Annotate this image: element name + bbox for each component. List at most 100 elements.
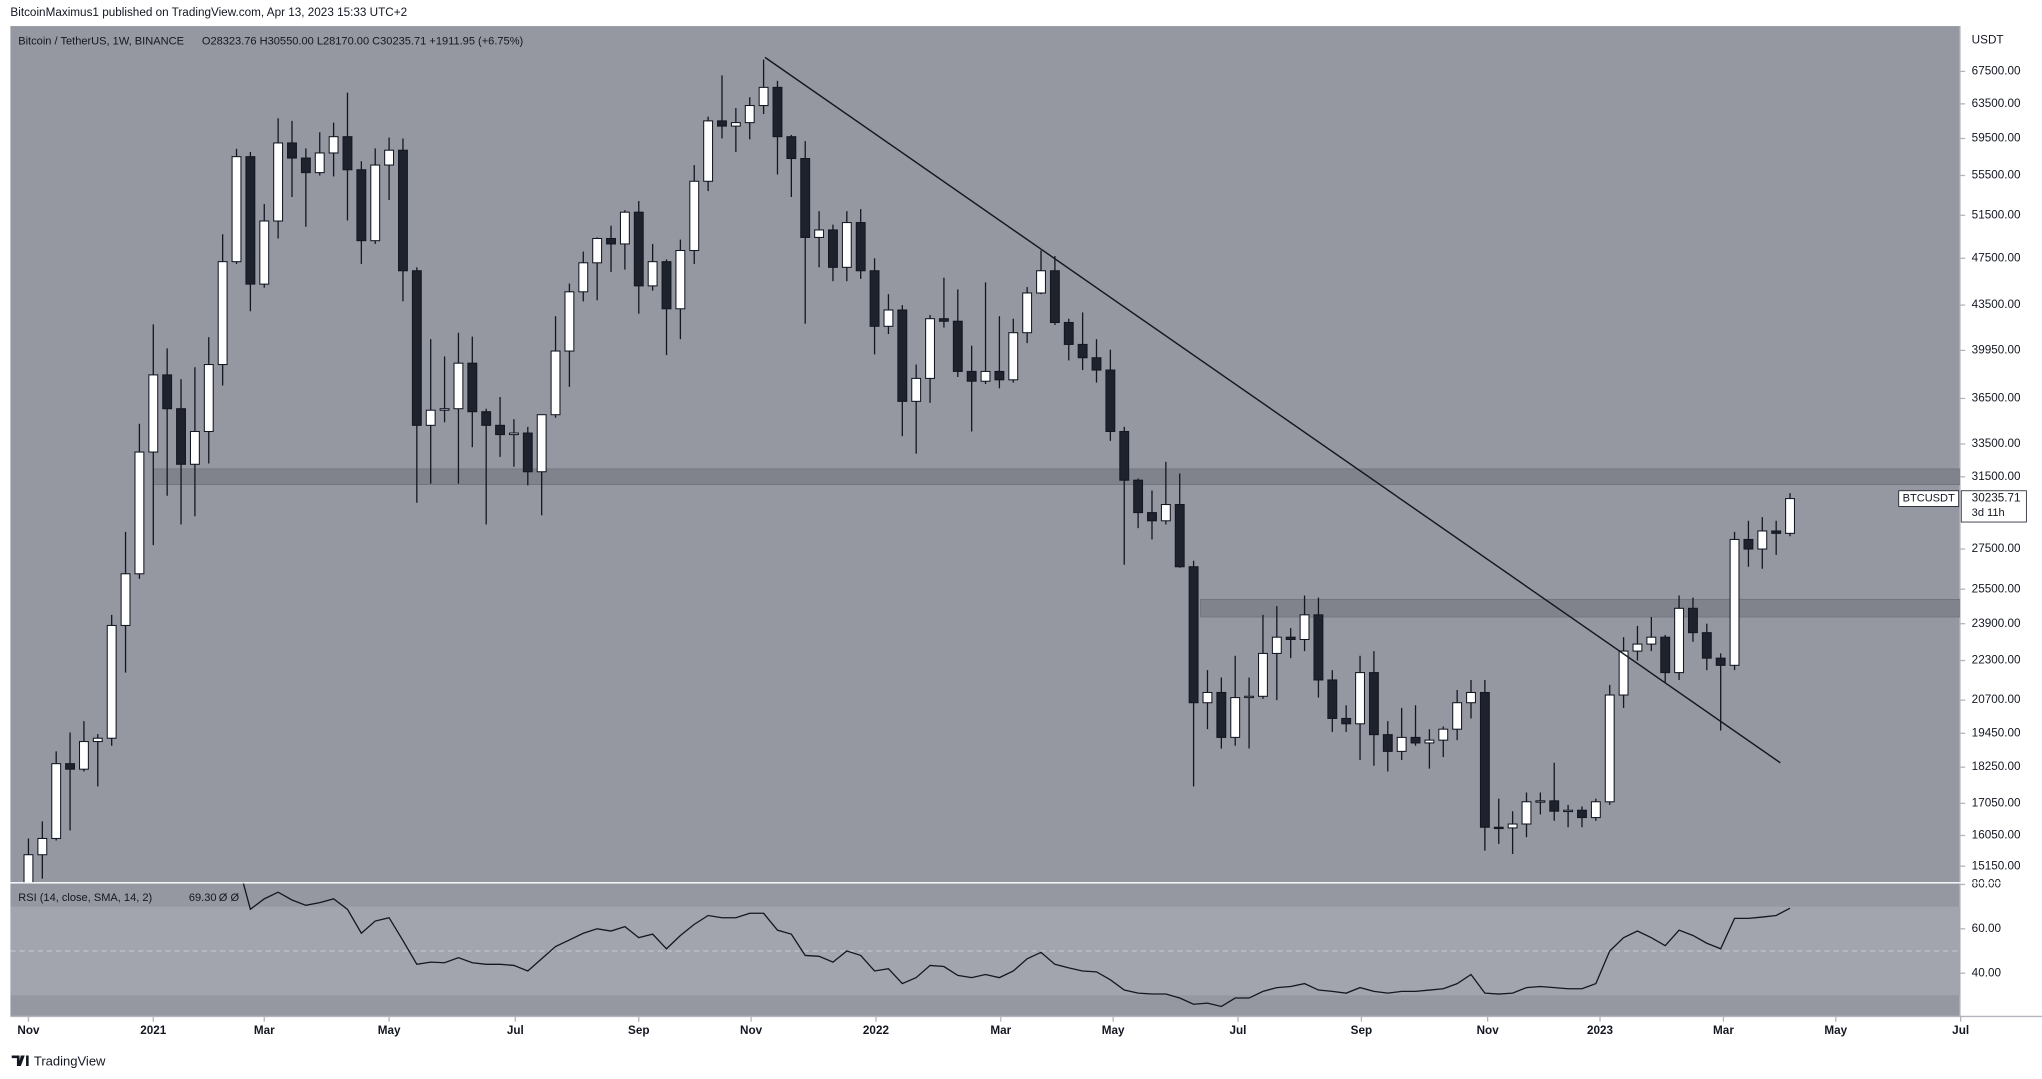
y-tick-label: 67500.00: [1972, 64, 2021, 77]
candle-body: [1660, 636, 1671, 674]
candle-body: [536, 414, 547, 473]
candle-body: [495, 424, 506, 436]
candle-body: [938, 318, 949, 322]
candle-body: [869, 270, 880, 327]
candle-body: [1147, 512, 1157, 522]
candle-body: [1105, 369, 1116, 433]
y-tick-label: 20700.00: [1972, 693, 2021, 706]
candle-body: [467, 362, 478, 413]
candle-body: [425, 409, 436, 426]
candle-body: [1174, 504, 1185, 568]
footer-brand: TradingView: [34, 1053, 106, 1068]
candle-body: [273, 142, 284, 222]
candle-body: [772, 86, 783, 138]
price-label: 30235.71: [1972, 492, 2021, 505]
x-tick-label: May: [1824, 1024, 1847, 1037]
rsi-plot: [10, 882, 1960, 1008]
x-tick-label: 2021: [140, 1024, 167, 1037]
candle-body: [1632, 643, 1643, 652]
candle-body: [786, 136, 797, 160]
candle-body: [231, 156, 242, 263]
x-tick-label: Nov: [740, 1024, 763, 1037]
candle-body: [203, 364, 214, 433]
x-tick-label: May: [378, 1024, 401, 1037]
candle-body: [1452, 702, 1463, 730]
candle-body: [855, 222, 866, 272]
x-tick-label: Nov: [1477, 1024, 1500, 1037]
symbol-label: BTCUSDT: [1903, 493, 1955, 505]
candle-body: [1396, 736, 1407, 752]
candle-body: [106, 624, 117, 739]
footer-logo: [11, 1055, 29, 1066]
candle-body: [1771, 530, 1782, 534]
candle-body: [1785, 498, 1795, 534]
candle-body: [1355, 672, 1365, 725]
candle-body: [1077, 343, 1088, 359]
candle-body: [134, 451, 145, 575]
candle-body: [1646, 636, 1657, 645]
y-tick-label: 15150.00: [1972, 859, 2021, 872]
candle-body: [994, 370, 1005, 381]
y-tick-label: 55500.00: [1972, 169, 2021, 182]
resistance-zone: [152, 468, 1960, 485]
price-pane: [10, 26, 1960, 883]
x-tick-label: Nov: [17, 1024, 40, 1037]
candle-body: [1258, 652, 1268, 697]
candle-body: [925, 318, 935, 379]
x-tick-label: Mar: [1713, 1024, 1734, 1037]
candle-body: [522, 432, 533, 473]
price-plot: [23, 56, 1960, 883]
candle-body: [328, 136, 339, 154]
candle-body: [1687, 607, 1698, 634]
y-tick-label: 39950.00: [1972, 343, 2021, 356]
candle-body: [1424, 739, 1435, 744]
candle-body: [647, 261, 658, 287]
candle-body: [78, 741, 89, 770]
x-tick-label: 2022: [863, 1024, 890, 1037]
candle-body: [259, 220, 270, 285]
candle-body: [1715, 657, 1726, 666]
candle-body: [92, 737, 103, 743]
y-tick-label: 22300.00: [1972, 654, 2021, 667]
x-tick-label: Jul: [1952, 1024, 1969, 1037]
candle-body: [162, 374, 173, 410]
candle-body: [148, 374, 159, 453]
candle-body: [744, 105, 755, 124]
candle-body: [1188, 566, 1199, 704]
candle-body: [398, 149, 408, 272]
y-tick-label: 23900.00: [1972, 617, 2021, 630]
candle-body: [1743, 538, 1754, 550]
candle-body: [120, 573, 131, 626]
candle-body: [1382, 734, 1393, 752]
candle-body: [356, 169, 367, 242]
y-tick-label: 33500.00: [1972, 437, 2021, 450]
candle-body: [314, 152, 325, 174]
candle-body: [342, 136, 353, 171]
y-tick-label: 63500.00: [1972, 97, 2021, 110]
candle-body: [1563, 809, 1574, 813]
candle-body: [800, 157, 811, 238]
candle-body: [439, 408, 450, 411]
candle-body: [1577, 809, 1587, 819]
candle-body: [51, 763, 62, 839]
price-badge: [1960, 490, 2027, 523]
candle-body: [1160, 504, 1171, 522]
x-tick-label: Jul: [1230, 1024, 1247, 1037]
candle-body: [1549, 800, 1560, 812]
candle-body: [65, 763, 76, 770]
candle-body: [689, 180, 700, 252]
candle-body: [23, 854, 34, 883]
publisher: BitcoinMaximus1 published on TradingView…: [10, 6, 407, 19]
candle-body: [1008, 332, 1019, 381]
candle-body: [1036, 270, 1046, 294]
rsi-title: RSI (14, close, SMA, 14, 2): [18, 892, 152, 904]
candle-body: [1701, 632, 1712, 659]
symbol-badge: [1898, 490, 1960, 507]
candle-body: [952, 320, 963, 372]
y-tick-label: 43500.00: [1972, 298, 2021, 311]
candle-body: [37, 837, 48, 856]
axis-unit: USDT: [1972, 33, 2004, 46]
candle-body: [1230, 697, 1241, 738]
candle-body: [1507, 823, 1518, 829]
